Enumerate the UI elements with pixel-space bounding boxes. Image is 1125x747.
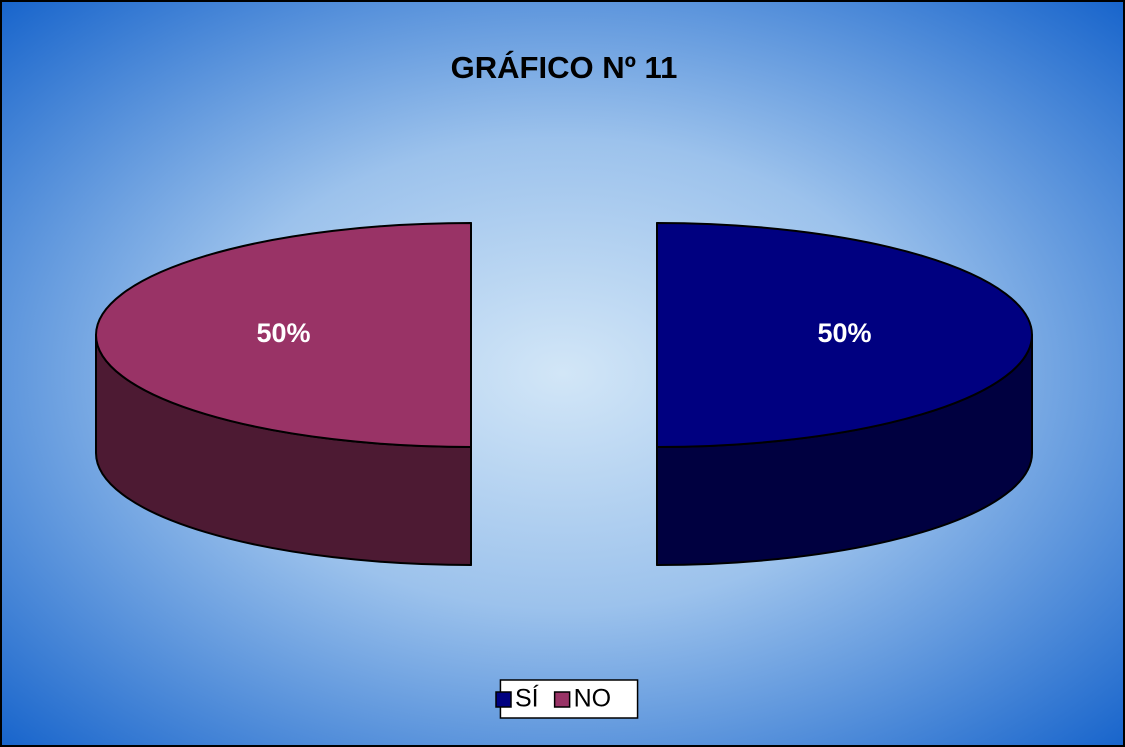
legend-label: NO	[574, 685, 612, 713]
data-label: 50%	[256, 318, 310, 348]
pie-tops: 50% 50%	[95, 222, 1033, 448]
data-label: 50%	[817, 318, 871, 348]
pie-slice	[656, 222, 1033, 448]
legend-swatch	[495, 691, 512, 708]
legend-swatch	[553, 691, 571, 708]
pie: 50% 50%	[95, 222, 1033, 566]
pie-slice	[95, 222, 472, 448]
legend: SÍ NO	[495, 679, 639, 719]
chart-title: GRÁFICO Nº 11	[451, 50, 678, 85]
legend-label: SÍ	[515, 684, 539, 713]
